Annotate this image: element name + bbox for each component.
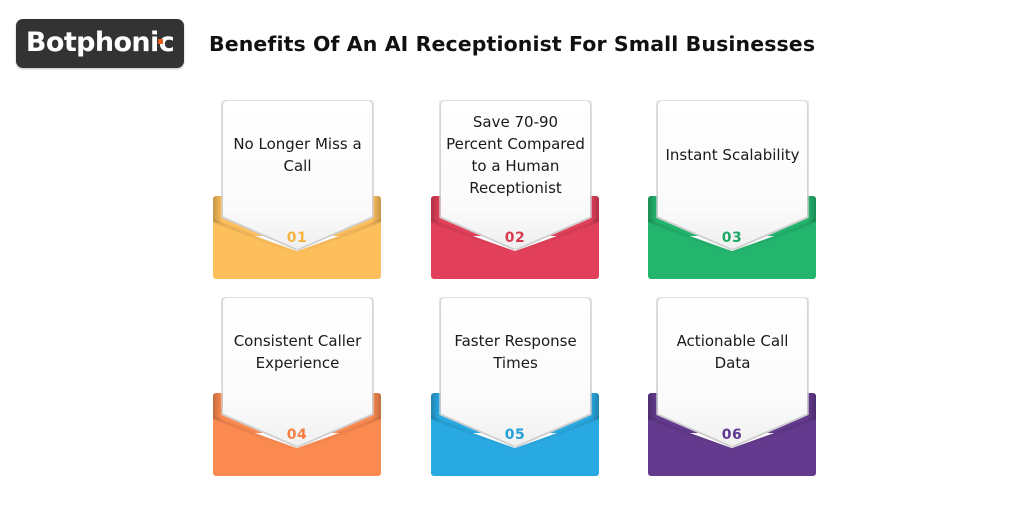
benefit-card-6: Actionable Call Data 06 [648,297,816,476]
benefit-card-2: Save 70-90 Percent Compared to a Human R… [431,100,599,279]
benefit-text: Consistent Caller Experience [233,332,362,372]
benefit-text: Save 70-90 Percent Compared to a Human R… [446,113,585,197]
benefit-number: 05 [504,427,526,443]
benefit-card-4: Consistent Caller Experience 04 [213,297,381,476]
botphonic-logo: Botphonic [16,19,184,68]
benefit-text: Actionable Call Data [676,332,789,372]
benefit-text: Instant Scalability [665,146,800,164]
envelope-letter-icon [658,298,807,446]
benefit-number: 04 [286,427,308,443]
page-title: Benefits Of An AI Receptionist For Small… [209,32,816,56]
benefit-card-5: Faster Response Times 05 [431,297,599,476]
benefit-number: 02 [504,230,526,246]
logo-text: Botphonic [25,27,175,58]
envelope-letter-icon [223,101,372,249]
benefit-number: 06 [721,427,743,443]
envelope-letter-icon [441,298,590,446]
benefit-number: 01 [286,230,308,246]
envelope-letter-icon [223,298,372,446]
benefit-text: Faster Response Times [454,332,577,372]
envelope-letter-icon [658,101,807,249]
benefit-number: 03 [721,230,743,246]
logo-accent-dot [158,39,163,44]
benefit-text: No Longer Miss a Call [233,135,362,175]
benefit-card-1: No Longer Miss a Call 01 [213,100,381,279]
benefit-card-3: Instant Scalability 03 [648,100,816,279]
envelope-letter-icon [441,101,590,249]
